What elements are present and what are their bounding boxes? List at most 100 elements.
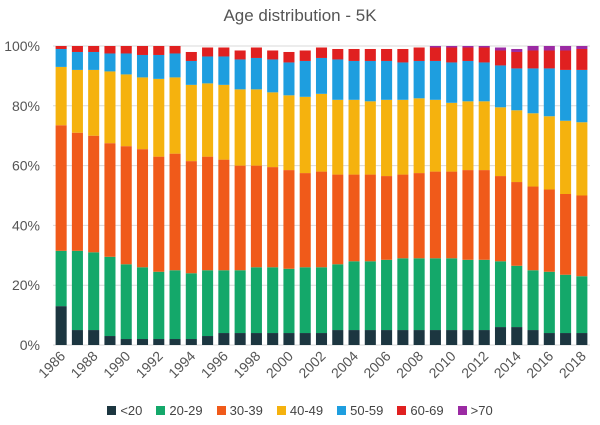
bar-segment: [299, 173, 311, 268]
bar-segment: [511, 182, 523, 266]
y-tick-label: 40%: [12, 217, 40, 233]
bar-segment: [136, 77, 149, 150]
bar-segment: [234, 333, 246, 345]
x-tick-label: 1994: [165, 348, 198, 381]
bar-segment: [267, 92, 279, 168]
x-tick-label: 2012: [458, 348, 491, 381]
bar-segment: [315, 333, 328, 345]
bar-segment: [527, 270, 539, 331]
bar-segment: [494, 47, 507, 51]
bar-segment: [543, 46, 555, 51]
bar-segment: [413, 258, 425, 331]
bar-segment: [136, 54, 149, 78]
bar-segment: [104, 336, 116, 345]
bar-segment: [511, 265, 523, 328]
bar-segment: [283, 51, 295, 63]
bar-segment: [478, 101, 490, 171]
bar-segment: [250, 333, 262, 345]
bar-segment: [332, 48, 344, 60]
bar-segment: [71, 51, 83, 70]
bar-segment: [527, 186, 539, 271]
bar-segment: [511, 327, 523, 345]
legend-swatch: [457, 405, 467, 415]
bar-segment: [397, 174, 409, 259]
bar-segment: [560, 46, 572, 51]
bar-segment: [429, 46, 441, 48]
bar-segment: [315, 47, 328, 58]
bar-segment: [543, 50, 555, 69]
bar-segment: [299, 50, 311, 61]
bar-segment: [185, 161, 197, 274]
bar-segment: [576, 276, 588, 334]
x-tick-label: 2002: [295, 348, 328, 381]
bar-segment: [169, 77, 181, 154]
bar-segment: [413, 173, 425, 259]
x-tick-label: 2008: [393, 348, 426, 381]
x-tick-label: 1990: [100, 348, 133, 381]
bar-segment: [218, 270, 230, 334]
bar-segment: [202, 47, 214, 57]
bar-segment: [348, 261, 360, 331]
stacked-bar-chart: 0% 20% 40% 60% 80% 100% 1986 1988 1990 1992 1994 1…: [4, 38, 590, 381]
bar-segment: [348, 48, 360, 61]
bar-segment: [429, 47, 441, 61]
bar-segment: [88, 330, 100, 345]
bar-segment: [283, 268, 295, 334]
bar-segment: [332, 174, 344, 265]
bar-segment: [560, 50, 572, 70]
bar-segment: [55, 46, 67, 49]
bar-segment: [348, 330, 360, 345]
bar-segment: [462, 47, 474, 61]
x-tick-label: 2000: [263, 348, 296, 381]
bar-segment: [250, 47, 262, 58]
bar-segment: [446, 47, 458, 63]
bar-segment: [494, 107, 507, 177]
bar-segment: [234, 270, 246, 334]
bar-segment: [315, 267, 328, 334]
bar-segment: [169, 153, 181, 271]
bar-segment: [560, 69, 572, 121]
bar-segment: [234, 50, 246, 60]
bar-segment: [348, 99, 360, 175]
legend: <20 20-29 30-39 40-49 50-59 60-69 >70: [0, 400, 600, 420]
bar-segment: [299, 333, 311, 345]
y-tick-label: 80%: [12, 98, 40, 114]
legend-label: 60-69: [410, 402, 444, 418]
bar-segment: [446, 62, 458, 103]
legend-swatch: [397, 405, 407, 415]
bar-segment: [71, 330, 83, 345]
legend-item: 50-59: [337, 403, 383, 418]
bar-segment: [446, 171, 458, 259]
bar-segment: [494, 327, 507, 345]
bar-segment: [364, 101, 376, 175]
bar-segment: [136, 149, 149, 268]
bar-segment: [153, 54, 165, 79]
x-tick-label: 2018: [556, 348, 589, 381]
bar-segment: [381, 60, 393, 100]
bar-segment: [527, 113, 539, 187]
bar-segment: [429, 330, 441, 345]
bar-segment: [397, 258, 409, 331]
bar-segment: [543, 116, 555, 190]
bar-segment: [169, 46, 181, 54]
bar-segment: [104, 256, 116, 337]
legend-label: 50-59: [350, 402, 384, 418]
bar-segment: [104, 143, 116, 257]
bar-segment: [364, 60, 376, 102]
bar-segment: [446, 46, 458, 48]
bar-segment: [543, 189, 555, 272]
bar-segment: [153, 78, 165, 157]
y-tick-label: 60%: [12, 158, 40, 174]
bar-segment: [332, 59, 344, 100]
bar-segment: [560, 194, 572, 275]
legend-label: >70: [470, 402, 493, 418]
bar-segment: [576, 195, 588, 277]
bar-segment: [478, 330, 490, 345]
bar-segment: [120, 74, 132, 147]
x-axis-ticks: 1986 1988 1990 1992 1994 1996 1998 2000 2002 2004…: [35, 348, 589, 381]
x-tick-label: 2014: [491, 348, 524, 381]
bar-segment: [153, 156, 165, 272]
bar-segment: [576, 333, 588, 345]
bar-segment: [332, 330, 344, 345]
bar-segment: [576, 69, 588, 123]
